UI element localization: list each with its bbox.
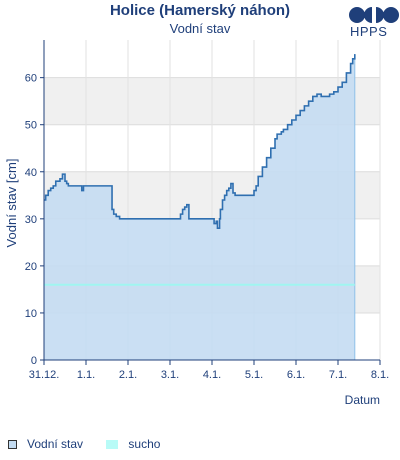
legend-item-sucho[interactable]: sucho xyxy=(106,437,160,451)
water-level-line xyxy=(44,54,356,230)
y-tick-label: 40 xyxy=(25,167,37,179)
x-tick-label: 5.1. xyxy=(245,369,263,381)
chart-subtitle: Vodní stav xyxy=(169,21,231,36)
y-tick-label: 60 xyxy=(25,73,37,85)
x-tick-label: 3.1. xyxy=(161,369,179,381)
x-tick-label: 2.1. xyxy=(119,369,137,381)
logo-text: HPPS xyxy=(350,24,388,39)
x-tick-label: 31.12. xyxy=(29,369,60,381)
x-tick-label: 8.1. xyxy=(371,369,389,381)
y-tick-labels: 0 10 20 30 40 50 60 xyxy=(25,73,44,367)
y-axis-label: Vodní stav [cm] xyxy=(4,159,19,248)
legend-swatch-sucho xyxy=(106,439,119,449)
y-tick-label: 10 xyxy=(25,308,37,320)
legend-label-sucho: sucho xyxy=(128,437,161,451)
legend: Vodní stav sucho xyxy=(8,437,180,452)
legend-item-vodni-stav[interactable]: Vodní stav xyxy=(8,437,83,451)
water-level-area xyxy=(44,54,355,360)
legend-label-vodni-stav: Vodní stav xyxy=(27,437,84,451)
x-tick-label: 4.1. xyxy=(203,369,221,381)
y-tick-label: 50 xyxy=(25,120,37,132)
x-tick-label: 6.1. xyxy=(287,369,305,381)
y-tick-label: 20 xyxy=(25,261,37,273)
legend-swatch-vodni-stav xyxy=(8,439,17,449)
hpps-logo-icon xyxy=(349,7,399,23)
series-layer xyxy=(44,54,356,360)
chart-title: Holice (Hamerský náhon) xyxy=(109,2,291,19)
chart-svg: 0 10 20 30 40 50 60 31.12. 1.1. 2.1. 3.1. 4.1. 5.1.… xyxy=(4,40,389,407)
y-tick-label: 0 xyxy=(31,355,37,367)
x-tick-label: 1.1. xyxy=(77,369,95,381)
x-tick-labels: 31.12. 1.1. 2.1. 3.1. 4.1. 5.1. 6.1. 7.1. 8.1. xyxy=(29,360,389,381)
y-tick-label: 30 xyxy=(25,214,37,226)
x-axis-label: Datum xyxy=(345,393,380,407)
x-tick-label: 7.1. xyxy=(329,369,347,381)
